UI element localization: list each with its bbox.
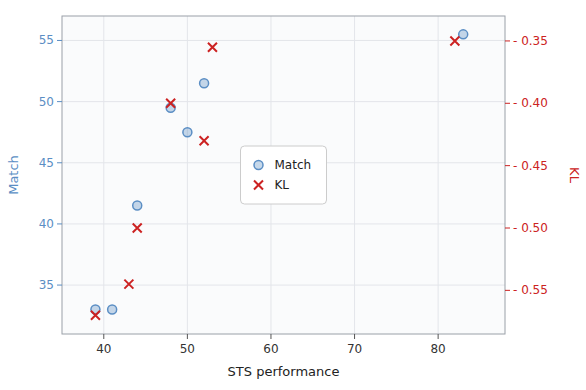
tick-label: 40 (96, 342, 111, 356)
point (133, 201, 142, 210)
tick-mark (57, 223, 62, 224)
tick-mark (57, 162, 62, 163)
tick-mark (438, 334, 439, 339)
tick-label: 80 (430, 342, 445, 356)
tick-mark (354, 334, 355, 339)
legend-label: Match (275, 158, 312, 172)
tick-label: - 0.35 (513, 34, 548, 48)
x-axis-title: STS performance (228, 364, 340, 379)
point (450, 36, 459, 45)
point (166, 99, 175, 108)
point (183, 128, 192, 137)
grid (62, 16, 505, 334)
grid-line (62, 223, 505, 224)
tick-mark (187, 334, 188, 339)
tick-label: - 0.50 (513, 221, 548, 235)
plot-area (62, 16, 505, 334)
plot-frame (62, 16, 505, 334)
point (200, 79, 209, 88)
tick-mark (57, 285, 62, 286)
tick-mark (57, 40, 62, 41)
point (91, 311, 100, 320)
chart: 40 50 60 70 80 35 40 45 50 55 - 0.55 - 0.50 - 0.45 - … (0, 0, 586, 390)
axes: 40 50 60 70 80 35 40 45 50 55 - 0.55 - 0.50 - 0.45 - … (39, 33, 548, 356)
point (208, 43, 217, 52)
legend-box (241, 146, 327, 204)
y2-axis-title: KL (567, 167, 582, 184)
tick-label: 45 (39, 156, 54, 170)
legend-label: KL (275, 178, 290, 192)
tick-label: - 0.45 (513, 159, 548, 173)
marks (91, 30, 468, 320)
tick-mark (505, 228, 510, 229)
tick-mark (103, 334, 104, 339)
grid-line (187, 16, 188, 334)
tick-mark (57, 101, 62, 102)
series (91, 30, 468, 314)
grid-line (103, 16, 104, 334)
grid-line (62, 40, 505, 41)
series (91, 36, 459, 319)
point (200, 136, 209, 145)
point (459, 30, 468, 39)
tick-label: 40 (39, 217, 54, 231)
tick-mark (270, 334, 271, 339)
tick-label: 50 (39, 95, 54, 109)
tick-label: 60 (263, 342, 278, 356)
tick-mark (505, 103, 510, 104)
tick-label: - 0.40 (513, 96, 548, 110)
tick-mark (505, 40, 510, 41)
point (133, 224, 142, 233)
legend-symbol (254, 161, 263, 170)
grid-line (354, 16, 355, 334)
y-axis-title: Match (6, 155, 21, 195)
tick-label: 50 (180, 342, 195, 356)
legend-symbol (254, 181, 263, 190)
tick-mark (505, 165, 510, 166)
legend: Match KL (241, 146, 327, 204)
tick-label: 35 (39, 278, 54, 292)
tick-mark (505, 290, 510, 291)
point (108, 305, 117, 314)
tick-label: 70 (347, 342, 362, 356)
point (124, 280, 133, 289)
tick-label: - 0.55 (513, 283, 548, 297)
grid-line (62, 101, 505, 102)
tick-label: 55 (39, 33, 54, 47)
grid-line (438, 16, 439, 334)
